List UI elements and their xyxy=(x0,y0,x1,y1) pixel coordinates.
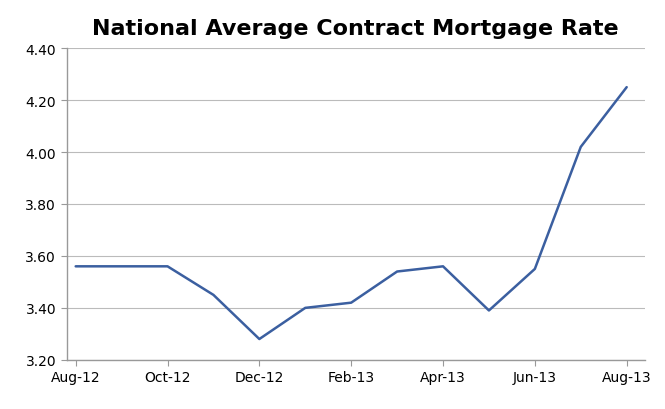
Title: National Average Contract Mortgage Rate: National Average Contract Mortgage Rate xyxy=(92,19,619,39)
